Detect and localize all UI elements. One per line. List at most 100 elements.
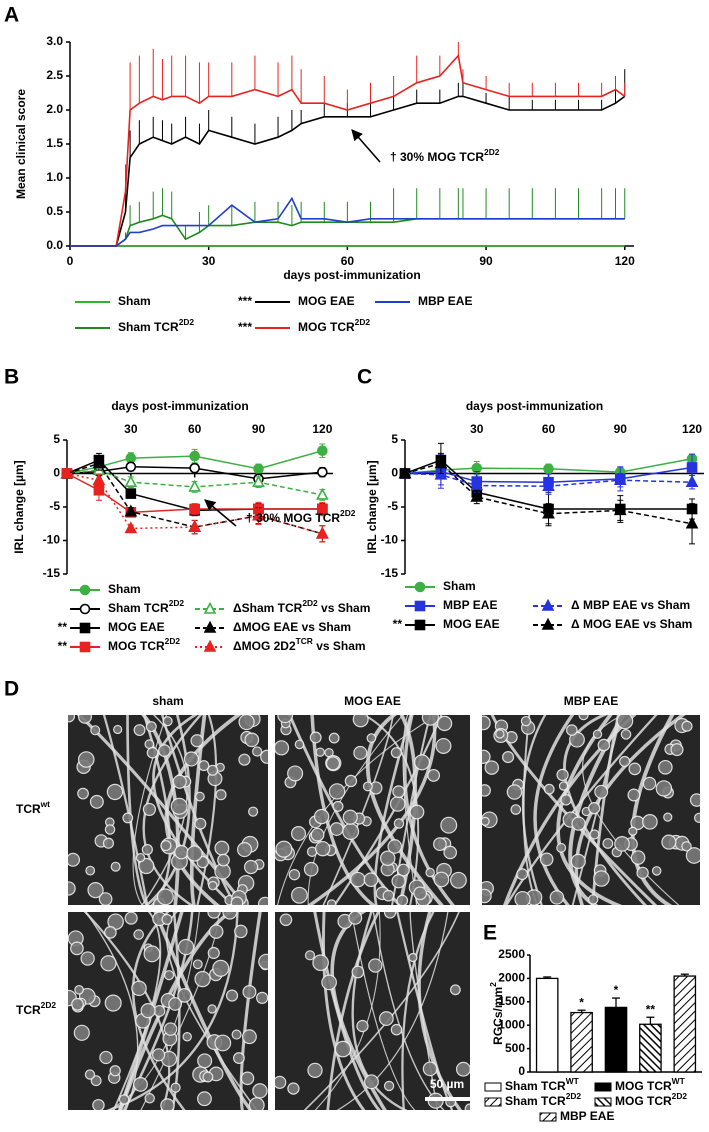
point (253, 463, 264, 475)
micrograph-vessel (402, 715, 418, 905)
legend-label-part: 2D2 (355, 317, 371, 327)
micrograph-cell (133, 929, 144, 940)
micrograph-cell (389, 796, 406, 812)
micrograph-cell (208, 880, 218, 891)
micrograph-cell (113, 724, 123, 735)
micrograph-cell (110, 861, 121, 872)
micrograph-cell (156, 888, 174, 905)
micrograph-cell (642, 776, 657, 791)
bar (535, 977, 559, 1073)
micrograph-cell (681, 720, 693, 732)
micrograph-cell (315, 747, 325, 757)
micrograph-cell (90, 725, 101, 736)
micrograph-cell (275, 740, 290, 756)
micrograph-cell (170, 797, 188, 815)
micrograph-cell (390, 747, 402, 759)
micrograph (482, 715, 700, 905)
micrograph-cell (325, 756, 341, 771)
micrograph-cell (68, 715, 76, 723)
y-axis-label: IRL change [µm] (12, 460, 26, 553)
legend-label: Δ MOG EAE vs Sham (571, 617, 692, 631)
x-axis-label: days post-immunization (283, 268, 420, 282)
micrograph-vessel (307, 715, 404, 905)
micrograph-cell (98, 892, 113, 905)
micrograph-cell (252, 1083, 268, 1099)
micrograph-cell (73, 1024, 90, 1041)
point (398, 466, 412, 479)
micrograph-cell (217, 853, 230, 867)
micrograph-vessel (152, 715, 235, 905)
point (613, 503, 627, 516)
micrograph-cell (619, 755, 631, 768)
micrograph-cell (207, 1004, 217, 1014)
error-bar (680, 973, 689, 977)
error-bar (646, 1016, 655, 1025)
legend-label-part: 2D2 (302, 598, 318, 608)
micrograph-cell (436, 715, 453, 732)
micrograph-cell (177, 988, 192, 1003)
x-tick-label: 60 (341, 254, 355, 268)
annotation: † 30% MOG TCR2D2 (246, 508, 356, 525)
micrograph-cell (364, 1074, 379, 1090)
micrograph-cell (182, 1031, 192, 1042)
legend-label-part: vs Sham (313, 639, 366, 653)
micrograph-cell (353, 745, 368, 760)
micrograph-cell (362, 781, 373, 792)
micrograph-cell (80, 951, 95, 966)
point (543, 463, 554, 475)
legend-swatch (484, 1097, 502, 1107)
legend-label: MOG EAE (298, 294, 355, 308)
micrograph-cell (279, 913, 293, 927)
y-tick-label: 5 (53, 432, 60, 446)
y-tick-label: 2.5 (46, 68, 63, 82)
y-tick-label: -5 (387, 499, 398, 513)
x-tick-label: 90 (479, 254, 493, 268)
series-line (70, 196, 625, 247)
micrograph-cell (587, 894, 599, 905)
micrograph-vessel (84, 912, 139, 1110)
micrograph-cell (589, 829, 600, 840)
panel-label: A (4, 4, 19, 27)
micrograph-cell (506, 784, 523, 800)
legend-label-part: 2D2 (169, 598, 185, 608)
micrograph-cell (104, 824, 116, 835)
legend-label: MOG TCR2D2 (298, 317, 370, 334)
column-label: MBP EAE (564, 694, 618, 708)
significance: * (579, 995, 584, 1009)
micrograph-cell (681, 841, 692, 852)
micrograph-cell (238, 715, 255, 731)
y-tick-label: -15 (43, 566, 61, 580)
x-tick-label: 120 (615, 254, 635, 268)
legend-label: MBP EAE (560, 1109, 614, 1123)
micrograph-cell (628, 762, 642, 776)
legend-swatch (484, 1082, 502, 1092)
micrograph-cell (352, 715, 369, 728)
legend-label: Sham TCR2D2 (505, 1091, 581, 1108)
micrograph-cell (248, 1097, 265, 1110)
point (542, 506, 555, 519)
significance: ** (393, 617, 403, 631)
micrograph-cell (168, 997, 182, 1011)
micrograph-cell (425, 867, 435, 878)
micrograph-cell (693, 812, 700, 823)
micrograph-cell (435, 737, 452, 754)
micrograph-vessel (277, 715, 439, 905)
micrograph-cell (433, 871, 450, 888)
point (92, 456, 106, 469)
series-line (404, 466, 693, 483)
micrograph-cell (351, 965, 365, 979)
micrograph-cell (482, 784, 491, 797)
micrograph-cell (197, 1091, 212, 1107)
error-bar (543, 976, 552, 979)
micrograph-cell (194, 817, 207, 830)
micrograph-cell (240, 1071, 255, 1086)
y-tick-label: 1500 (498, 994, 525, 1008)
micrograph-cell (158, 744, 171, 757)
legend-label: Sham (118, 294, 151, 308)
micrograph-cell (195, 791, 205, 802)
micrograph-cell (163, 1022, 178, 1036)
micrograph-cell (207, 912, 221, 919)
legend-label: MOG EAE (443, 617, 500, 631)
micrograph-cell (514, 890, 531, 905)
